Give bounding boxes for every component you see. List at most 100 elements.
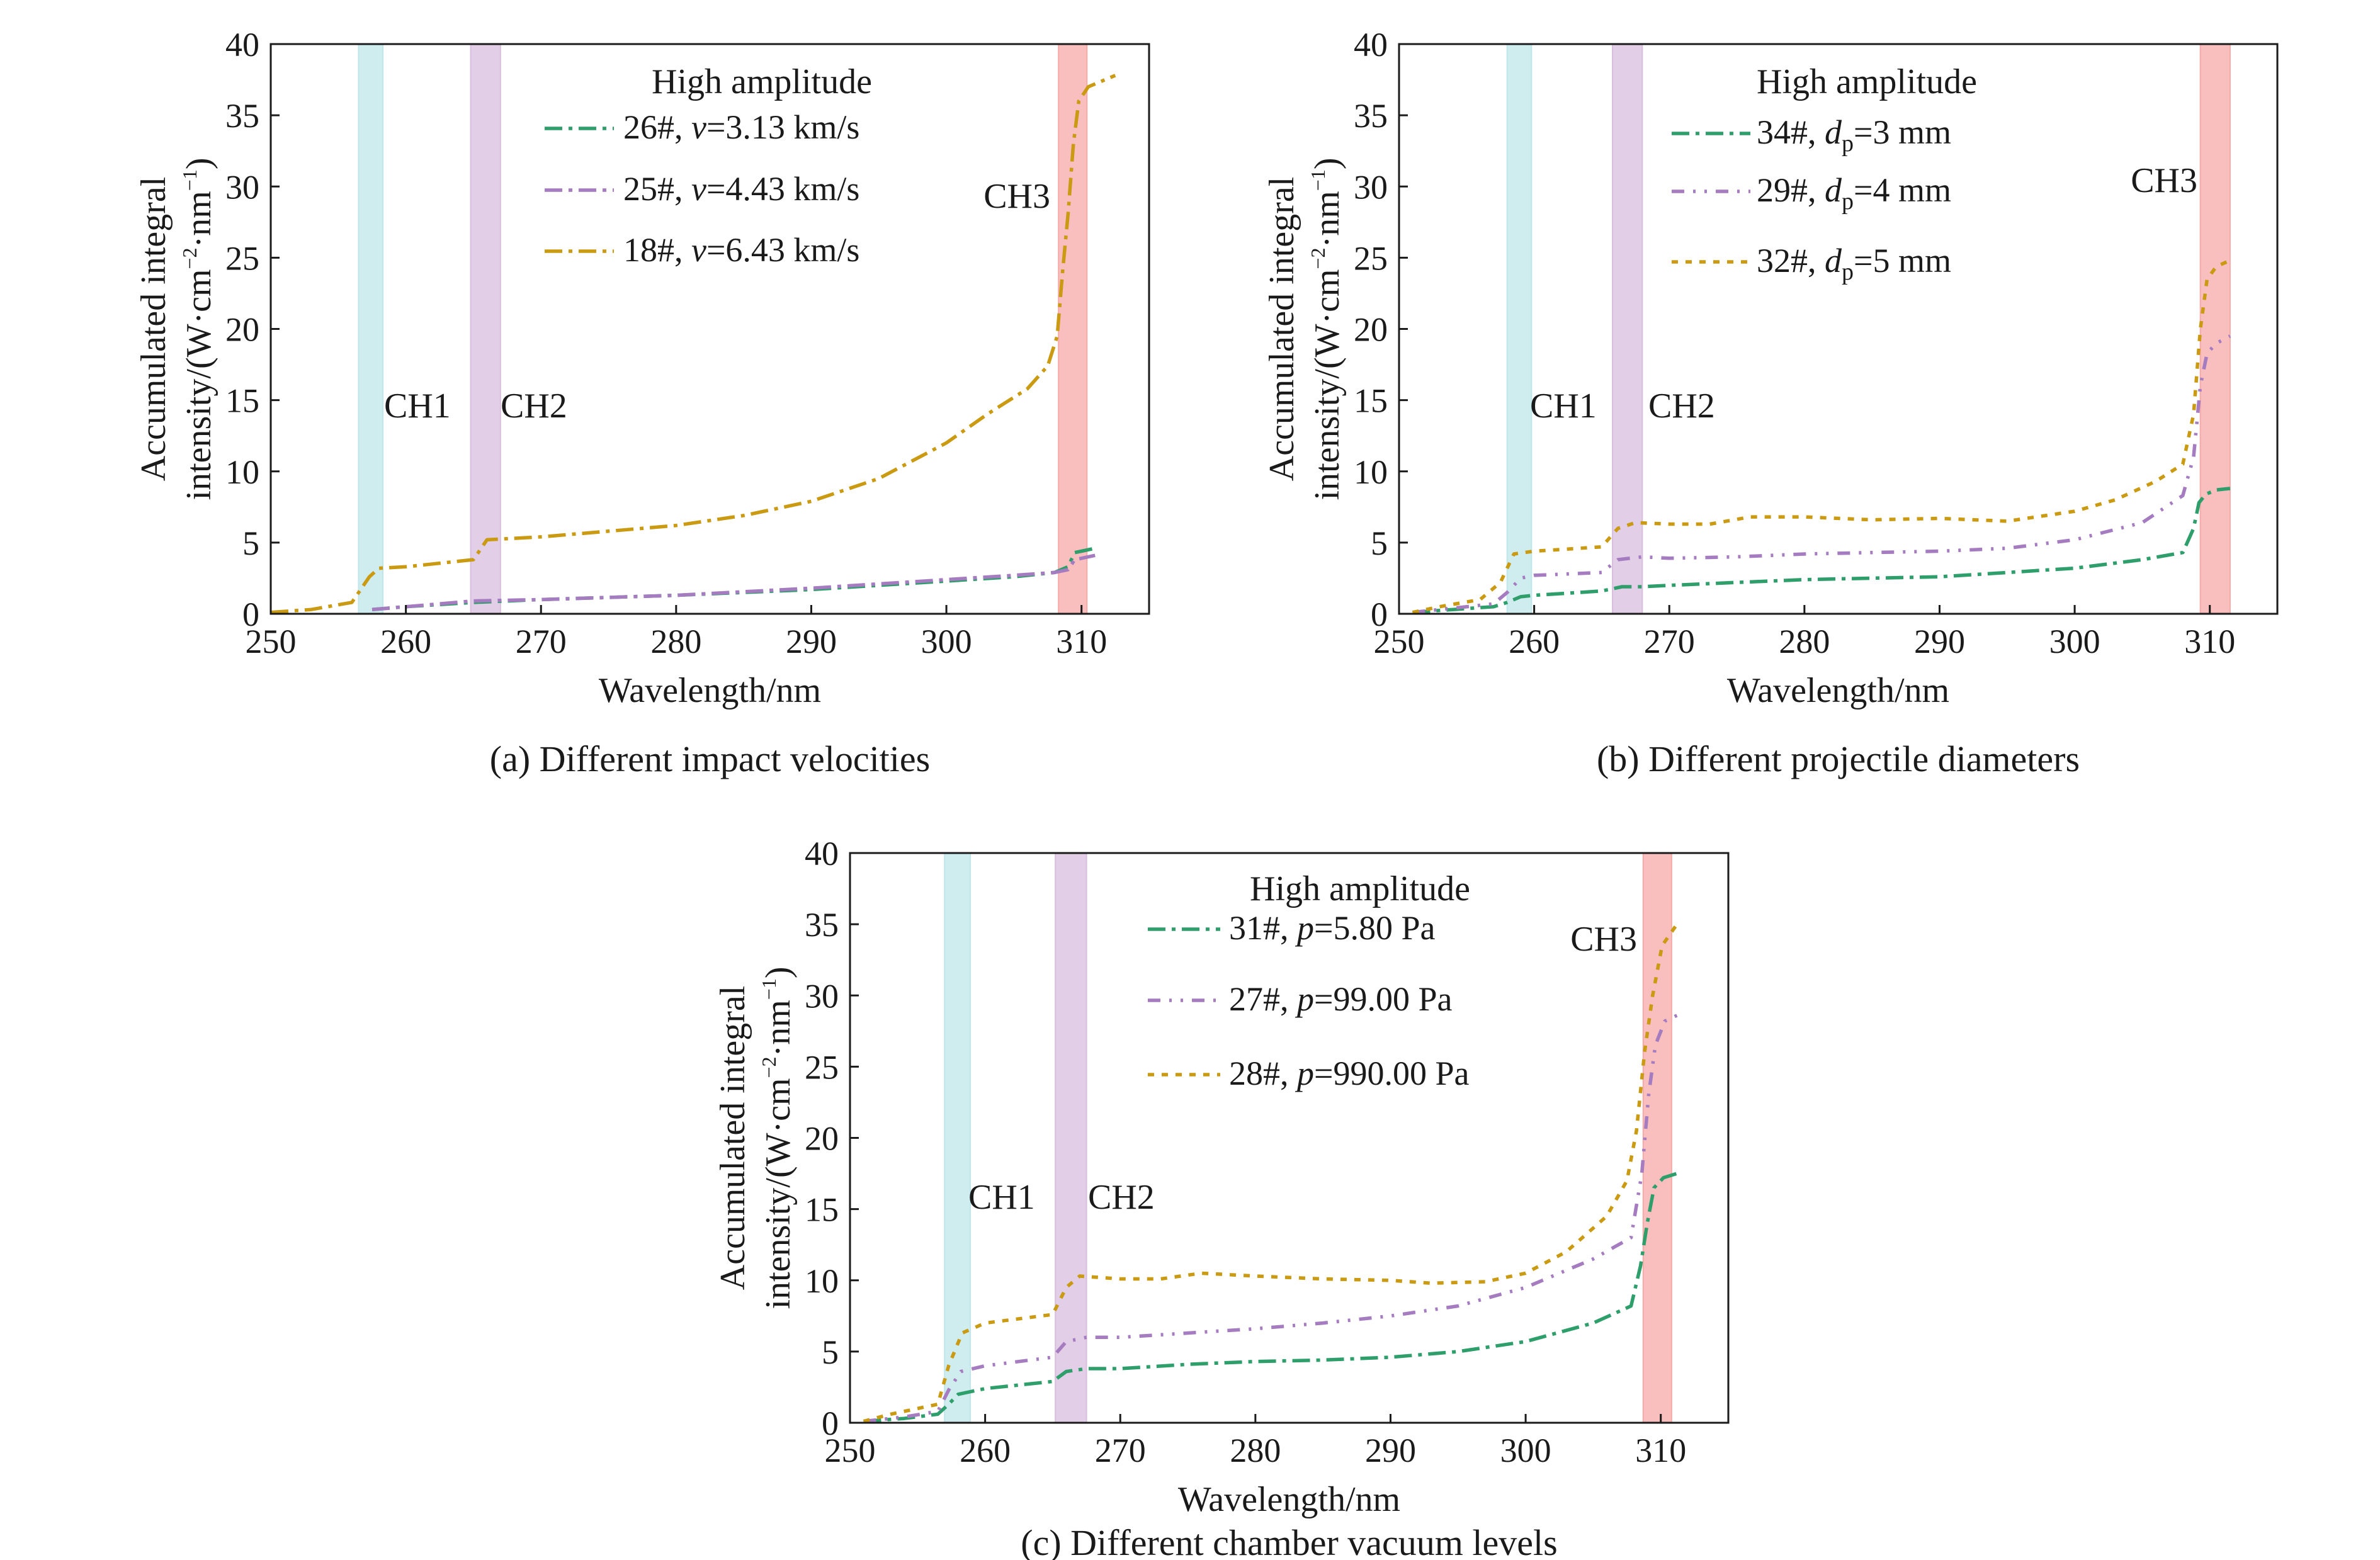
legend-label-variable: d xyxy=(1825,242,1842,280)
x-tick-label: 300 xyxy=(1500,1432,1551,1469)
band-label-ch1: CH1 xyxy=(968,1178,1035,1217)
y-tick-label: 5 xyxy=(822,1333,839,1371)
band-ch1 xyxy=(1506,43,1533,614)
band-label-ch2: CH2 xyxy=(1648,387,1715,426)
legend-label-part: 29#, xyxy=(1757,171,1825,209)
y-axis-unit-part: intensity/(W·cm xyxy=(1308,269,1347,500)
legend-label-1: 31#, p=5.80 Pa xyxy=(1229,909,1435,947)
y-axis-unit-superscript: −2 xyxy=(1306,247,1329,269)
panel-caption: (c) Different chamber vacuum levels xyxy=(1021,1522,1557,1560)
y-axis-unit-part: ) xyxy=(1308,158,1347,170)
y-tick-label: 20 xyxy=(1354,311,1388,349)
legend-label-part: =6.43 km/s xyxy=(706,231,859,269)
y-axis-title-line1: Accumulated integral xyxy=(713,986,752,1291)
chart-panel-b: CH1 CH2 CH3 250 260 270 280 290 300 310 0 5 10 15 20 25… xyxy=(1262,26,2279,779)
legend-label-variable: p xyxy=(1295,1054,1314,1092)
legend-label-part: =5 mm xyxy=(1854,242,1951,280)
legend-label-variable: v xyxy=(691,108,706,146)
series-lines xyxy=(863,923,1679,1423)
legend-title: High amplitude xyxy=(1757,62,1977,101)
y-tick-label: 25 xyxy=(805,1048,839,1086)
y-tick-label: 15 xyxy=(805,1191,839,1229)
legend-label-3: 28#, p=990.00 Pa xyxy=(1229,1054,1469,1092)
y-tick-label: 15 xyxy=(1354,382,1388,420)
band-ch3 xyxy=(2199,43,2231,614)
y-axis-title-line2: intensity/(W·cm−2·nm−1) xyxy=(757,967,798,1309)
y-axis-title: Accumulated integral intensity/(W·cm−2·nm… xyxy=(134,158,218,500)
legend-label-variable: p xyxy=(1295,980,1314,1018)
y-tick-label: 20 xyxy=(805,1120,839,1158)
y-tick-label: 40 xyxy=(805,835,839,873)
x-tick-label: 260 xyxy=(960,1432,1011,1469)
x-tick-label: 310 xyxy=(2184,623,2235,660)
x-tick-label: 270 xyxy=(1095,1432,1146,1469)
legend-label-part: =990.00 Pa xyxy=(1314,1054,1469,1092)
y-axis-title: Accumulated integral intensity/(W·cm−2·nm… xyxy=(1262,158,1347,500)
legend-label-part: 26#, xyxy=(623,108,691,146)
y-tick-label: 0 xyxy=(1371,596,1388,633)
y-axis-title-line2: intensity/(W·cm−2·nm−1) xyxy=(178,158,218,500)
x-tick-label: 280 xyxy=(1230,1432,1281,1469)
y-axis-title: Accumulated integral intensity/(W·cm−2·nm… xyxy=(713,967,798,1309)
legend-title: High amplitude xyxy=(1250,869,1470,908)
x-tick-label: 280 xyxy=(1779,623,1830,660)
y-axis-unit-part: ·nm xyxy=(759,1000,798,1056)
x-tick-label: 280 xyxy=(650,623,701,660)
series-line-1 xyxy=(1412,487,2231,614)
y-tick-label: 0 xyxy=(242,596,259,633)
y-tick-label: 5 xyxy=(1371,524,1388,562)
series-line-3 xyxy=(863,923,1679,1423)
series-line-3 xyxy=(271,74,1116,614)
series-lines xyxy=(1412,259,2231,614)
legend-label-subscript: p xyxy=(1842,259,1854,285)
x-tick-label: 270 xyxy=(1644,623,1695,660)
legend-label-1: 34#, dp=3 mm xyxy=(1757,113,1951,157)
band-label-ch2: CH2 xyxy=(1088,1178,1155,1217)
legend-label-1: 26#, v=3.13 km/s xyxy=(623,108,859,146)
y-tick-label: 15 xyxy=(225,382,259,420)
y-axis-unit-part: ·nm xyxy=(179,191,218,247)
y-tick-label: 35 xyxy=(1354,97,1388,135)
legend-label-subscript: p xyxy=(1842,188,1854,215)
y-axis-title-line1: Accumulated integral xyxy=(1262,177,1301,482)
legend-label-2: 29#, dp=4 mm xyxy=(1757,171,1951,215)
legend-label-variable: p xyxy=(1295,909,1314,947)
x-tick-label: 260 xyxy=(1509,623,1560,660)
y-tick-label: 30 xyxy=(805,977,839,1015)
x-tick-label: 290 xyxy=(1914,623,1965,660)
y-tick-label: 10 xyxy=(805,1262,839,1300)
panel-caption: (b) Different projectile diameters xyxy=(1597,738,2080,779)
x-axis-title: Wavelength/nm xyxy=(599,671,821,710)
y-axis-unit-superscript: −1 xyxy=(178,169,201,191)
series-lines xyxy=(271,74,1116,614)
legend-label-part: 32#, xyxy=(1757,242,1825,280)
y-tick-label: 0 xyxy=(822,1405,839,1442)
band-label-ch3: CH3 xyxy=(2131,161,2197,200)
x-axis-title: Wavelength/nm xyxy=(1727,671,1949,710)
legend-label-part: 28#, xyxy=(1229,1054,1297,1092)
y-axis-unit-part: ) xyxy=(179,158,218,170)
legend-label-3: 32#, dp=5 mm xyxy=(1757,242,1951,285)
y-tick-label: 10 xyxy=(225,453,259,491)
panel-caption: (a) Different impact velocities xyxy=(490,738,930,779)
x-tick-label: 310 xyxy=(1056,623,1107,660)
legend-label-part: =5.80 Pa xyxy=(1314,909,1435,947)
x-tick-label: 290 xyxy=(1365,1432,1416,1469)
y-tick-label: 40 xyxy=(1354,26,1388,64)
band-ch3 xyxy=(1058,43,1088,614)
x-tick-label: 290 xyxy=(786,623,837,660)
x-tick-label: 250 xyxy=(246,623,297,660)
chart-panel-a: CH1 CH2 CH3 250 260 270 280 290 300 310 0 5 10 15 20 25… xyxy=(134,26,1150,779)
legend-label-2: 27#, p=99.00 Pa xyxy=(1229,980,1452,1018)
y-axis-unit-superscript: −2 xyxy=(757,1056,780,1078)
x-tick-label: 250 xyxy=(1374,623,1425,660)
y-tick-label: 10 xyxy=(1354,453,1388,491)
band-ch1 xyxy=(944,852,972,1423)
x-tick-label: 300 xyxy=(921,623,972,660)
y-axis-title-line2: intensity/(W·cm−2·nm−1) xyxy=(1306,158,1347,500)
legend-label-part: =4 mm xyxy=(1854,171,1951,209)
